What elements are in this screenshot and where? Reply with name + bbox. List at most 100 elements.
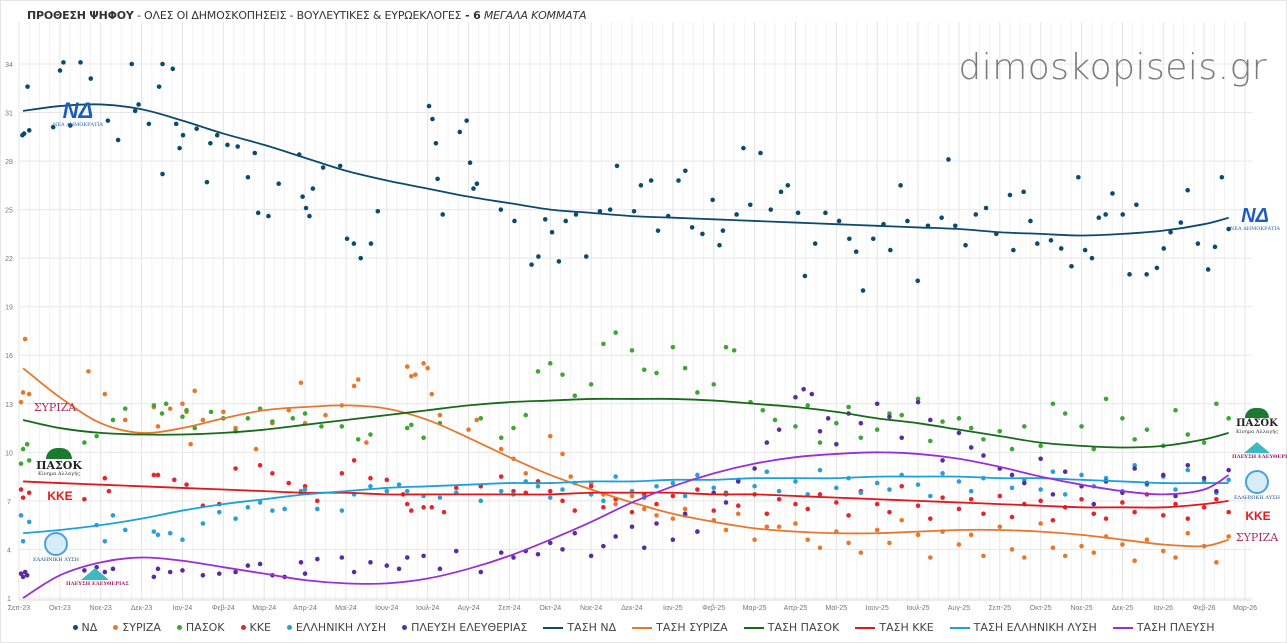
- point-kke: [968, 496, 974, 502]
- brand-watermark: dimoskopiseis.gr: [958, 47, 1267, 88]
- point-nd: [276, 181, 281, 187]
- point-nd: [457, 129, 463, 135]
- point-kke: [793, 501, 798, 507]
- point-kke: [351, 458, 357, 463]
- point-syriza: [997, 524, 1003, 530]
- point-plefsi: [764, 440, 770, 445]
- x-tick-label: Αυγ-24: [457, 605, 479, 612]
- point-nd: [583, 254, 589, 259]
- point-nd: [512, 218, 517, 224]
- title-normal: ΟΛΕΣ ΟΙ ΔΗΜΟΣΚΟΠΗΣΕΙΣ - ΒΟΥΛΕΥΤΙΚΕΣ & ΕΥ…: [144, 9, 462, 22]
- x-axis-ticks: Σεπ-23 Οκτ-23 Νοε-23 Δεκ-23 Ιαν-24 Φεβ-24 Μαρ-…: [8, 605, 1257, 612]
- trend-el: [23, 475, 1229, 535]
- point-pasok: [270, 419, 275, 424]
- point-nd: [498, 207, 504, 212]
- series-syriza: [18, 336, 1231, 565]
- point-nd: [529, 262, 534, 267]
- y-tick-label: 25: [5, 208, 13, 215]
- point-el: [956, 479, 962, 484]
- point-nd: [1007, 192, 1013, 198]
- point-syriza: [102, 391, 108, 397]
- point-syriza: [1079, 543, 1084, 549]
- point-pasok: [572, 393, 578, 398]
- legend-item[interactable]: ΤΑΣΗ ΝΔ: [543, 621, 616, 634]
- legend-item[interactable]: ΤΑΣΗ ΚΚΕ: [855, 621, 934, 634]
- point-plefsi: [396, 566, 402, 572]
- point-nd: [536, 254, 541, 259]
- point-kke: [233, 466, 238, 471]
- point-syriza: [846, 540, 851, 546]
- point-pasok: [601, 341, 606, 347]
- y-tick-label: 16: [5, 353, 13, 360]
- legend-item[interactable]: ΕΛΛΗΝΙΚΗ ΛΥΣΗ: [286, 621, 386, 634]
- nd-logo-mark: ΝΔ: [62, 98, 94, 123]
- legend-item[interactable]: ΠΑΣΟΚ: [176, 621, 225, 634]
- point-el: [547, 495, 553, 500]
- plefsi-logo-text-right: ΠΛΕΥΣΗ ΕΛΕΥΘΕΡΙΑΣ: [1232, 454, 1287, 460]
- point-pasok: [1079, 424, 1084, 429]
- point-plefsi: [641, 545, 647, 551]
- legend-item[interactable]: ΝΔ: [72, 621, 97, 634]
- point-kke: [547, 488, 553, 494]
- point-plefsi: [858, 420, 864, 426]
- x-tick-label: Απρ-25: [784, 605, 808, 612]
- point-syriza: [928, 555, 933, 560]
- point-nd: [88, 76, 94, 81]
- point-nd: [1219, 174, 1225, 180]
- point-kke: [315, 498, 320, 504]
- logo-plefsi-right: ΠΛΕΥΣΗ ΕΛΕΥΘΕΡΙΑΣ: [1232, 442, 1287, 460]
- point-el: [282, 506, 287, 512]
- point-nd: [1185, 187, 1190, 193]
- legend-item[interactable]: ΚΚΕ: [240, 621, 271, 634]
- point-nd: [983, 205, 989, 211]
- point-kke: [151, 472, 157, 478]
- point-el: [654, 483, 659, 489]
- point-el: [1050, 469, 1056, 475]
- y-tick-label: 28: [5, 159, 13, 166]
- point-pasok: [1009, 446, 1015, 452]
- y-axis-ticks: 1 4 7 10 13 16 19 22 25 28 31 34: [5, 62, 13, 603]
- y-tick-label: 19: [5, 305, 13, 312]
- point-el: [498, 488, 504, 494]
- point-nd: [180, 132, 186, 138]
- point-el: [110, 513, 116, 518]
- point-pasok: [478, 416, 484, 421]
- legend-line-icon: [543, 626, 564, 629]
- trend-pasok: [22, 397, 1229, 449]
- point-nd: [214, 132, 220, 138]
- series-kke: [18, 458, 1231, 523]
- point-syriza: [1185, 530, 1191, 536]
- point-pasok: [654, 370, 659, 376]
- point-kke: [887, 509, 892, 515]
- x-tick-label: Σεπ-23: [8, 605, 31, 612]
- point-nd: [67, 123, 73, 128]
- point-plefsi: [339, 555, 345, 560]
- legend-item[interactable]: ΤΑΣΗ ΠΛΕΥΣΗ: [1112, 621, 1214, 634]
- legend-item[interactable]: ΠΛΕΥΣΗ ΕΛΕΥΘΕΡΙΑΣ: [402, 621, 527, 634]
- legend-item[interactable]: ΤΑΣΗ ΕΛΛΗΝΙΚΗ ΛΥΣΗ: [949, 621, 1097, 634]
- point-el: [793, 479, 798, 484]
- legend-dot-icon: [286, 625, 292, 630]
- point-nd: [542, 217, 548, 222]
- legend-item[interactable]: ΤΑΣΗ ΠΑΣΟΚ: [743, 621, 839, 634]
- point-pasok: [560, 372, 565, 377]
- point-nd: [320, 165, 326, 170]
- point-el: [968, 488, 974, 494]
- logo-syriza: ΣΥΡΙΖΑ: [30, 402, 80, 413]
- point-plefsi: [1132, 466, 1137, 471]
- point-plefsi: [572, 530, 578, 536]
- point-nd: [1161, 246, 1167, 251]
- point-plefsi: [404, 555, 410, 560]
- point-nd: [1195, 241, 1201, 246]
- point-kke: [874, 501, 880, 507]
- point-pasok: [421, 435, 426, 441]
- point-pasok: [760, 407, 766, 413]
- trend-syriza: [22, 367, 1229, 548]
- point-el: [245, 505, 251, 510]
- legend-item[interactable]: ΤΑΣΗ ΣΥΡΙΖΑ: [632, 621, 728, 634]
- point-kke: [1201, 505, 1207, 510]
- point-plefsi: [654, 521, 659, 526]
- legend-item[interactable]: ΣΥΡΙΖΑ: [113, 621, 161, 634]
- point-plefsi: [535, 551, 541, 557]
- point-syriza: [22, 336, 28, 342]
